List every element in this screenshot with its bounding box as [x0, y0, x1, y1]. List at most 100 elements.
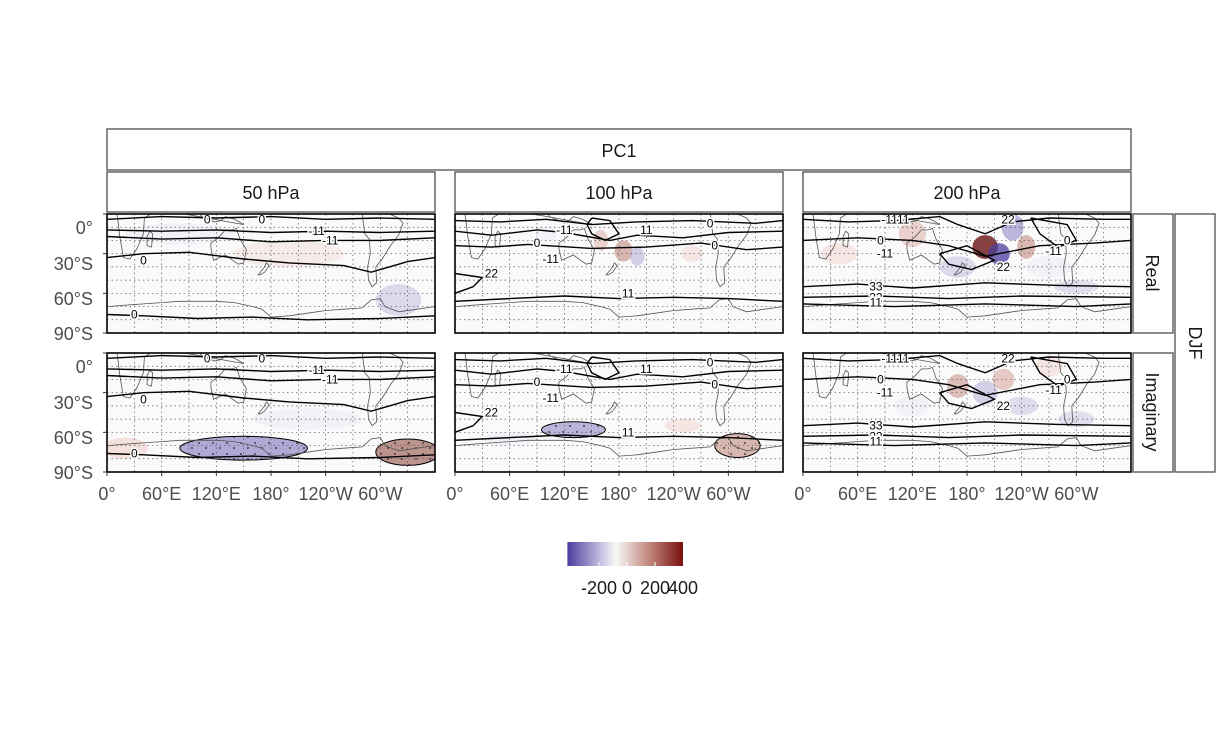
y-tick-60s-top: 60°S [54, 289, 93, 309]
contour-line [107, 251, 435, 273]
antarctica-coastline [107, 298, 435, 318]
contour-label: 0 [877, 372, 884, 386]
contour-line [455, 411, 484, 433]
contour-label: -11 [308, 224, 325, 238]
significance-stipple [714, 433, 761, 458]
contour-label: -11 [877, 247, 894, 261]
coastline [710, 353, 752, 427]
contour-label: -11 [542, 252, 559, 266]
anomaly-fill [680, 245, 703, 262]
y-tick-0-top: 0° [76, 218, 93, 238]
legend-tick-200: 200 [640, 578, 670, 598]
coastline [605, 401, 618, 415]
coastline [362, 353, 404, 427]
x-tick-label: 60°W [358, 484, 402, 504]
coastline [257, 262, 270, 276]
contour-line [107, 235, 435, 243]
contour-label: -11 [542, 391, 559, 405]
contour-label: 11 [897, 212, 910, 226]
anomaly-fill [992, 368, 1015, 391]
contour-line [455, 218, 783, 226]
contour-label: 0 [711, 378, 718, 392]
coastline [504, 353, 592, 364]
contour-line [107, 390, 435, 412]
contour-label: -11 [556, 362, 573, 376]
contour-line [455, 357, 783, 365]
contour-label: -11 [1045, 244, 1062, 258]
coastline [842, 230, 850, 248]
panel-border [802, 213, 1132, 334]
panel-border [106, 213, 436, 334]
x-tick-label: 120°W [299, 484, 353, 504]
contour-label: 0 [1064, 233, 1071, 247]
contour-label: 11 [897, 351, 910, 365]
contour-label: 0 [140, 392, 147, 406]
map-panel-0-0: 0 0 -11-11 0 0 [103, 212, 436, 334]
color-legend: -200 0 200 400 [566, 542, 698, 598]
contour-label: 33 [869, 280, 883, 294]
contour-label: 0 [259, 212, 266, 226]
contour-line [803, 421, 1131, 428]
contour-label: 22 [1001, 212, 1015, 226]
title-strip: PC1 [106, 128, 1132, 171]
contour-line [1030, 217, 1078, 248]
contour-label: -11 [881, 351, 898, 365]
coastline [116, 214, 152, 260]
significance-stipple [541, 421, 606, 439]
contour-label: 0 [131, 307, 138, 321]
y-tick-0-bottom: 0° [76, 357, 93, 377]
contour-label: 33 [869, 419, 883, 433]
x-tick-label: 120°E [540, 484, 589, 504]
contour-line [586, 356, 621, 381]
x-tick-label: 180° [948, 484, 985, 504]
coastline [464, 353, 500, 399]
contour-line [803, 237, 1131, 258]
contour-line [455, 272, 484, 294]
contour-line [107, 313, 435, 321]
contour-line [803, 295, 1131, 300]
coastline [257, 401, 270, 415]
contour-line [803, 303, 1131, 308]
anomaly-fill [375, 284, 422, 316]
anomaly-fill [614, 240, 633, 262]
contour-label: 22 [869, 429, 883, 443]
contour-label: 0 [131, 446, 138, 460]
antarctica-coastline [803, 437, 1131, 457]
row-strip-imaginary: Imaginary [1142, 372, 1162, 451]
x-tick-label: 60°E [142, 484, 181, 504]
coastline [842, 369, 850, 387]
contour-label: 11 [622, 425, 635, 439]
antarctica-coastline [107, 437, 435, 457]
coastline [558, 367, 595, 404]
contour-line [455, 381, 783, 390]
contour-label: 0 [877, 233, 884, 247]
x-tick-label: 120°W [995, 484, 1049, 504]
coastline [156, 214, 244, 225]
contour-label: 22 [1001, 351, 1015, 365]
column-strip-50hpa: 50 hPa [242, 183, 300, 203]
row-strips: Real Imaginary DJF [1132, 213, 1216, 473]
panel-border [454, 213, 784, 334]
legend-tick-neg200: -200 [581, 578, 617, 598]
coastline [812, 353, 848, 399]
coastline [852, 353, 940, 364]
legend-colorbar [567, 542, 683, 566]
contour-label: -11 [877, 386, 894, 400]
coastline [953, 262, 966, 276]
column-strip-100hpa: 100 hPa [585, 183, 653, 203]
contour-line [803, 376, 1131, 397]
contour-line [107, 452, 435, 460]
anomaly-fill [593, 229, 609, 252]
row-strip-real: Real [1142, 254, 1162, 291]
anomaly-fill [1005, 396, 1039, 416]
contour-line [803, 215, 1131, 235]
anomaly-fill [1001, 214, 1024, 241]
contour-label: 0 [534, 236, 541, 250]
contour-label: 22 [485, 406, 499, 420]
anomaly-fill [1026, 256, 1072, 278]
antarctica-coastline [803, 298, 1131, 318]
contour-line [803, 282, 1131, 289]
contour-label: 22 [485, 267, 499, 281]
column-strip-200hpa: 200 hPa [933, 183, 1001, 203]
